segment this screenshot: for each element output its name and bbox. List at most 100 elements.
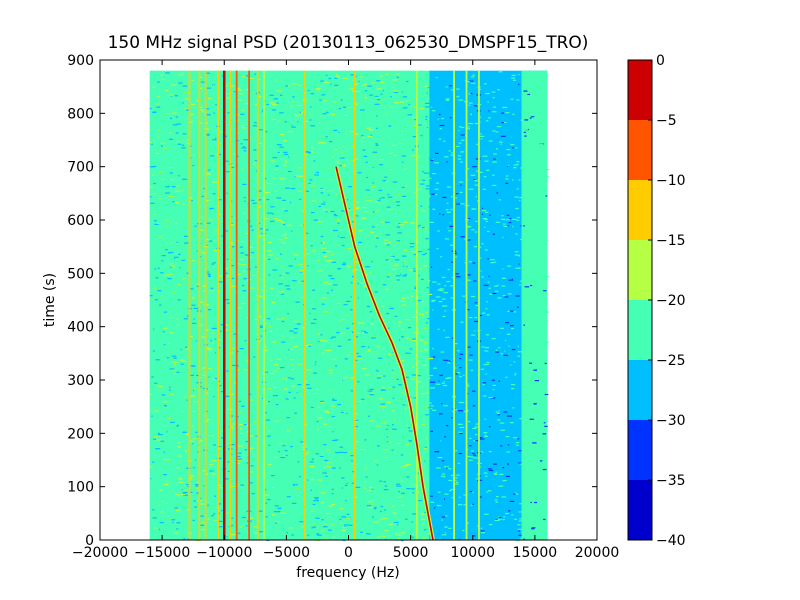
- psd-speckle: [170, 178, 175, 181]
- psd-speckle: [515, 442, 520, 444]
- y-tick-label: 400: [67, 320, 94, 336]
- psd-speckle: [487, 363, 489, 365]
- psd-speckle: [325, 475, 328, 477]
- psd-speckle: [365, 266, 371, 268]
- psd-speckle: [339, 164, 342, 167]
- psd-speckle: [149, 142, 152, 144]
- psd-speckle: [470, 456, 474, 458]
- psd-speckle: [290, 363, 294, 365]
- psd-speckle: [529, 281, 535, 283]
- psd-speckle: [282, 151, 288, 153]
- psd-speckle: [473, 280, 477, 282]
- psd-speckle: [307, 534, 310, 536]
- psd-speckle: [157, 95, 161, 98]
- psd-speckle: [412, 366, 415, 368]
- psd-speckle: [528, 521, 533, 524]
- psd-speckle: [458, 401, 464, 404]
- psd-speckle: [167, 460, 170, 462]
- psd-speckle: [339, 319, 341, 321]
- psd-speckle: [179, 359, 184, 361]
- psd-speckle: [479, 466, 481, 468]
- psd-speckle: [383, 243, 388, 245]
- psd-speckle: [483, 432, 487, 434]
- psd-speckle: [534, 379, 540, 382]
- psd-speckle: [301, 280, 304, 282]
- psd-speckle: [310, 489, 312, 491]
- psd-speckle: [275, 258, 279, 260]
- psd-speckle: [199, 229, 204, 231]
- psd-speckle: [274, 168, 277, 171]
- psd-speckle: [214, 338, 217, 340]
- psd-speckle: [488, 426, 491, 428]
- psd-speckle: [332, 229, 338, 232]
- psd-speckle: [366, 505, 371, 507]
- psd-speckle: [393, 452, 396, 454]
- psd-speckle: [149, 107, 152, 110]
- psd-speckle: [460, 236, 465, 238]
- psd-speckle: [425, 392, 430, 394]
- psd-speckle: [530, 432, 536, 434]
- psd-speckle: [540, 268, 542, 270]
- psd-speckle: [436, 504, 442, 507]
- psd-speckle: [488, 469, 494, 472]
- psd-speckle: [515, 295, 520, 297]
- psd-speckle: [167, 278, 172, 280]
- psd-speckle: [230, 453, 233, 455]
- psd-speckle: [170, 117, 172, 120]
- psd-speckle: [270, 359, 273, 361]
- psd-speckle: [151, 193, 157, 195]
- psd-speckle: [272, 370, 278, 372]
- psd-speckle: [443, 140, 446, 142]
- psd-speckle: [248, 225, 253, 227]
- psd-speckle: [284, 450, 288, 452]
- psd-speckle: [385, 73, 389, 75]
- psd-speckle: [536, 390, 542, 393]
- psd-speckle: [326, 292, 329, 294]
- psd-speckle: [368, 127, 372, 129]
- psd-speckle: [397, 325, 400, 327]
- psd-speckle: [172, 361, 178, 364]
- psd-speckle: [357, 358, 363, 360]
- psd-speckle: [311, 458, 315, 460]
- psd-speckle: [344, 358, 348, 360]
- psd-speckle: [305, 154, 308, 156]
- psd-speckle: [163, 404, 167, 406]
- psd-speckle: [205, 134, 210, 136]
- psd-speckle: [518, 179, 521, 181]
- psd-speckle: [168, 166, 171, 169]
- psd-speckle: [486, 361, 490, 364]
- psd-speckle: [171, 369, 176, 371]
- psd-speckle: [483, 176, 487, 178]
- psd-speckle: [444, 310, 447, 312]
- psd-speckle: [212, 470, 215, 472]
- psd-speckle: [281, 290, 284, 292]
- psd-speckle: [304, 344, 310, 347]
- psd-speckle: [377, 357, 383, 359]
- psd-speckle: [232, 428, 234, 430]
- psd-speckle: [161, 260, 164, 262]
- psd-speckle: [260, 335, 263, 337]
- psd-speckle: [371, 503, 374, 505]
- psd-speckle: [206, 347, 212, 349]
- psd-speckle: [495, 411, 500, 413]
- psd-speckle: [230, 172, 233, 174]
- psd-speckle: [329, 389, 331, 391]
- psd-speckle: [241, 147, 247, 149]
- psd-speckle: [325, 538, 328, 540]
- psd-speckle: [300, 271, 302, 273]
- psd-speckle: [346, 513, 350, 515]
- psd-speckle: [196, 250, 198, 252]
- psd-speckle: [297, 121, 299, 123]
- psd-speckle: [310, 245, 313, 247]
- psd-speckle: [541, 228, 546, 230]
- psd-speckle: [177, 140, 182, 143]
- psd-speckle: [241, 516, 246, 519]
- psd-speckle: [352, 331, 354, 333]
- psd-speckle: [310, 406, 314, 409]
- psd-speckle: [264, 285, 267, 287]
- psd-speckle: [438, 301, 443, 303]
- psd-speckle: [430, 266, 433, 268]
- psd-speckle: [223, 324, 229, 326]
- psd-speckle: [169, 243, 173, 245]
- psd-speckle: [285, 85, 288, 87]
